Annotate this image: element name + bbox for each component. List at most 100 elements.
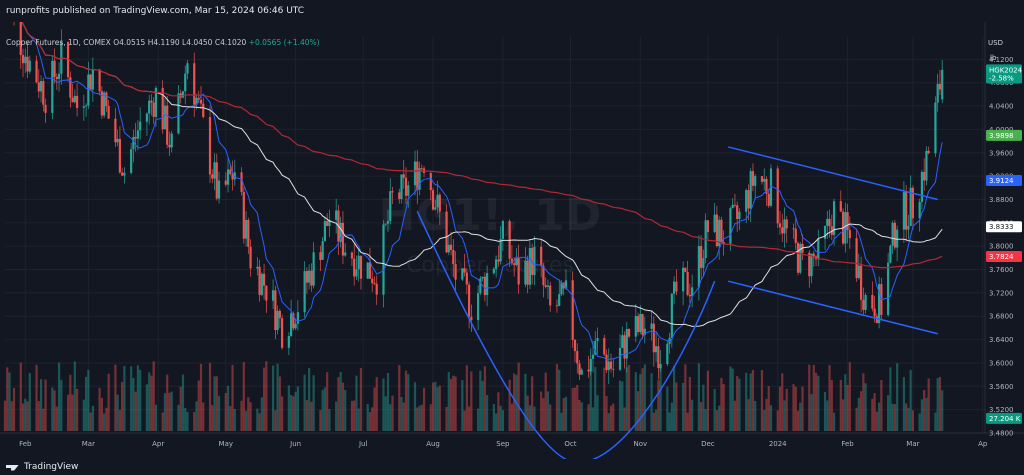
unit-label[interactable]: lb: [990, 54, 997, 62]
volume-bar: [308, 368, 311, 431]
volume-bar: [454, 376, 457, 431]
volume-bar: [211, 405, 214, 431]
candle-body: [145, 113, 149, 122]
candle-body: [323, 221, 327, 242]
bottom-bar: TradingView: [0, 459, 1024, 474]
volume-bar: [265, 361, 268, 431]
candle-body: [697, 246, 700, 288]
volume-bar: [357, 408, 360, 431]
price-tag: [986, 175, 1022, 187]
y-tick-label: 3.6800: [989, 313, 1014, 321]
volume-bar: [911, 410, 915, 431]
volume-bar: [229, 406, 232, 431]
volume-bar: [118, 409, 121, 431]
volume-bar: [830, 380, 833, 431]
x-tick-label: Ap: [978, 440, 988, 448]
candle-body: [321, 241, 324, 260]
tradingview-logo[interactable]: TradingView: [6, 460, 78, 475]
volume-bar: [337, 377, 340, 431]
candle-body: [292, 313, 295, 329]
x-tick-label: May: [219, 440, 233, 448]
candle-body: [75, 95, 79, 108]
volume-bar: [794, 386, 797, 431]
volume-bar: [941, 390, 944, 431]
volume-bar: [461, 380, 464, 431]
volume-bar: [481, 380, 484, 431]
volume-bar: [675, 382, 678, 431]
moving-average-lines: [21, 22, 943, 361]
volume-bar: [533, 406, 536, 431]
candle-body: [51, 60, 54, 113]
volume-bar: [262, 367, 266, 431]
candle-body: [817, 238, 820, 260]
volume-bar: [359, 367, 363, 431]
candle-body: [826, 218, 829, 226]
volume-bar: [763, 409, 766, 431]
candle-body: [274, 290, 277, 331]
candle-body: [686, 271, 689, 295]
candle-body: [35, 60, 38, 83]
candle-body: [195, 97, 198, 105]
x-tick-label: Mar: [906, 440, 919, 448]
volume-bar: [891, 403, 894, 431]
volume-bar: [918, 413, 921, 431]
volume-bar: [654, 409, 658, 431]
volume-bar: [57, 362, 61, 431]
volume-bar: [3, 400, 7, 431]
candle-body: [765, 178, 768, 194]
candle-body: [382, 224, 385, 295]
candle-body: [747, 190, 750, 209]
volume-bar: [163, 393, 167, 431]
candle-body: [89, 74, 92, 90]
candle-body: [389, 191, 392, 221]
volume-bar: [148, 372, 151, 431]
legend-change: +0.0565 (+1.40%): [248, 38, 320, 47]
candle-body: [391, 191, 394, 193]
candle-body: [445, 211, 448, 253]
volume-bar: [670, 402, 673, 431]
y-tick-label: 3.5600: [989, 383, 1014, 391]
candle-body: [341, 222, 345, 256]
price-tag: [986, 221, 1022, 233]
candle-body: [652, 323, 655, 353]
volume-bar: [526, 395, 529, 431]
candle-body: [134, 136, 137, 139]
candle-body: [402, 174, 405, 178]
volume-bar: [517, 362, 520, 431]
candle-body: [431, 190, 435, 210]
volume-bar: [846, 384, 849, 431]
candle-body: [657, 346, 660, 369]
volume-bars: [3, 361, 944, 431]
x-tick-label: Nov: [633, 440, 647, 448]
volume-bar: [839, 379, 842, 431]
volume-bar: [832, 412, 836, 431]
volume-bar: [130, 366, 133, 431]
volume-bar: [339, 371, 342, 431]
volume-bar: [731, 368, 734, 431]
currency-label[interactable]: USD: [988, 39, 1003, 47]
volume-bar: [596, 395, 599, 431]
volume-bar: [634, 372, 637, 431]
volume-bar: [186, 411, 189, 431]
candle-body: [596, 338, 599, 341]
candle-body: [44, 104, 47, 113]
candle-body: [271, 290, 275, 301]
volume-bar: [625, 367, 628, 431]
trend-annotations: [416, 146, 938, 459]
volume-bar: [184, 407, 187, 431]
candle-body: [465, 272, 468, 285]
volume-bar: [636, 391, 640, 431]
volume-bar: [501, 409, 504, 431]
candle-body: [28, 60, 31, 72]
volume-bar: [467, 406, 471, 431]
volume-bar: [89, 412, 92, 431]
volume-bar: [213, 376, 216, 431]
volume-bar: [546, 391, 550, 431]
candle-body: [909, 187, 912, 227]
chart-area[interactable]: HG1!, 1D Copper Futures 4.12004.08004.040…: [0, 22, 1024, 459]
candle-body: [767, 193, 770, 206]
volume-bar: [641, 368, 644, 431]
price-chart-svg[interactable]: HG1!, 1D Copper Futures 4.12004.08004.040…: [0, 22, 1024, 459]
volume-bar: [887, 395, 890, 431]
volume-bar: [177, 404, 180, 431]
